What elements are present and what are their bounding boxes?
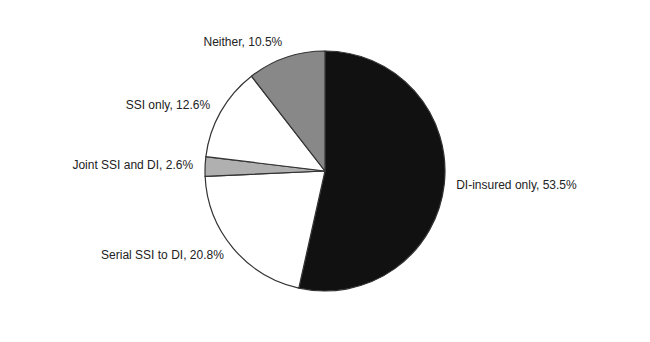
slice-label: Joint SSI and DI, 2.6% [72,158,193,172]
slice-label: Neither, 10.5% [204,35,283,49]
labels: DI-insured only, 53.5% Serial SSI to DI, … [72,35,577,262]
slice-label: SSI only, 12.6% [126,98,211,112]
pie-slice [205,171,325,288]
pie [205,51,445,291]
chart: DI-insured only, 53.5% Serial SSI to DI, … [0,0,650,342]
slice-label: DI-insured only, 53.5% [456,178,577,192]
slice-label: Serial SSI to DI, 20.8% [101,248,224,262]
pie-slice [251,51,325,171]
